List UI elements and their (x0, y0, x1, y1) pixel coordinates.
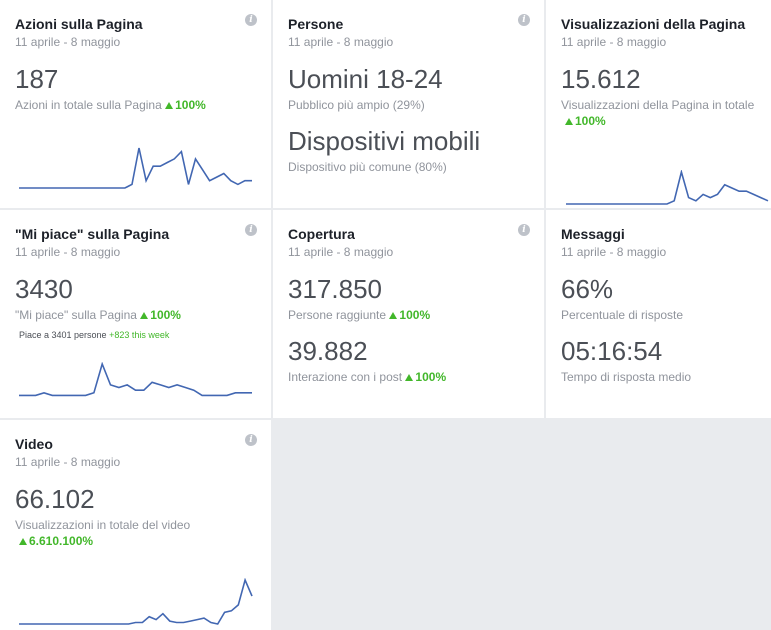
page-views-value: 15.612 (561, 64, 641, 94)
video-views-sparkline (19, 578, 253, 625)
video-views-value: 66.102 (15, 484, 95, 514)
page-likes-sparkline (19, 362, 252, 397)
people-reached-label-text: Persone raggiunte (288, 308, 387, 322)
up-arrow-icon (19, 538, 27, 545)
page-likes-label-text: "Mi piace" sulla Pagina (15, 308, 137, 322)
likes-note: Piace a 3401 persone +823 this week (19, 330, 271, 341)
sparkline-line (19, 362, 252, 397)
card-people[interactable]: Persone 11 aprile - 8 maggio i Uomini 18… (273, 0, 544, 208)
card-page-actions[interactable]: Azioni sulla Pagina 11 aprile - 8 maggio… (0, 0, 271, 208)
card-title[interactable]: Messaggi (561, 226, 625, 242)
video-views-change-value: 6.610.100% (29, 534, 94, 548)
response-time-label: Tempo di risposta medio (561, 370, 692, 384)
page-likes-label: "Mi piace" sulla Pagina 100% (15, 308, 271, 322)
response-rate-label: Percentuale di risposte (561, 308, 684, 322)
card-title[interactable]: "Mi piace" sulla Pagina (15, 226, 170, 242)
page-actions-label-text: Azioni in totale sulla Pagina (15, 98, 162, 112)
page-likes-value: 3430 (15, 274, 73, 304)
page-actions-label: Azioni in totale sulla Pagina 100% (15, 98, 271, 112)
up-arrow-icon (140, 312, 149, 319)
sparkline-line (19, 578, 253, 625)
card-title[interactable]: Persone (288, 16, 344, 32)
up-arrow-icon (389, 312, 398, 319)
info-icon[interactable]: i (518, 224, 530, 236)
post-engagement-label-text: Interazione con i post (288, 370, 403, 384)
response-time-value: 05:16:54 (561, 336, 663, 366)
people-reached-value: 317.850 (288, 274, 382, 304)
page-views-label: Visualizzazioni della Pagina in totale (561, 98, 755, 112)
up-arrow-icon (405, 374, 414, 381)
page-actions-change: 100% (165, 98, 206, 112)
info-icon[interactable]: i (518, 14, 530, 26)
page-actions-sparkline (19, 147, 252, 189)
page-actions-change-value: 100% (175, 98, 206, 112)
card-date-range: 11 aprile - 8 maggio (15, 455, 121, 469)
card-title[interactable]: Copertura (288, 226, 355, 242)
card-date-range: 11 aprile - 8 maggio (561, 35, 667, 49)
page-views-change: 100% (565, 114, 771, 128)
card-messages[interactable]: Messaggi 11 aprile - 8 maggio 66% Percen… (546, 210, 771, 418)
info-icon[interactable]: i (245, 434, 257, 446)
card-date-range: 11 aprile - 8 maggio (15, 245, 121, 259)
card-page-views[interactable]: Visualizzazioni della Pagina 11 aprile -… (546, 0, 771, 208)
video-views-label: Visualizzazioni in totale del video (15, 518, 191, 532)
people-reached-change: 100% (389, 308, 430, 322)
response-rate-value: 66% (561, 274, 614, 304)
largest-audience-value: Uomini 18-24 (288, 64, 443, 94)
info-icon[interactable]: i (245, 14, 257, 26)
people-reached-label: Persone raggiunte 100% (288, 308, 544, 322)
up-arrow-icon (565, 118, 573, 125)
sparkline-line (19, 147, 252, 189)
card-reach[interactable]: Copertura 11 aprile - 8 maggio i 317.850… (273, 210, 544, 418)
card-date-range: 11 aprile - 8 maggio (15, 35, 121, 49)
page-views-sparkline (566, 170, 769, 205)
likes-week-change: +823 this week (109, 330, 170, 340)
video-views-change: 6.610.100% (19, 534, 271, 548)
card-video[interactable]: Video 11 aprile - 8 maggio i 66.102 Visu… (0, 420, 271, 630)
post-engagement-change-value: 100% (415, 370, 447, 384)
common-device-value: Dispositivi mobili (288, 126, 481, 156)
post-engagement-label: Interazione con i post 100% (288, 370, 544, 384)
common-device-label: Dispositivo più comune (80%) (288, 160, 447, 174)
page-views-change-value: 100% (575, 114, 606, 128)
card-title[interactable]: Visualizzazioni della Pagina (561, 16, 746, 32)
page-likes-change-value: 100% (150, 308, 181, 322)
largest-audience-label: Pubblico più ampio (29%) (288, 98, 425, 112)
page-actions-value: 187 (15, 64, 59, 94)
card-title[interactable]: Azioni sulla Pagina (15, 16, 143, 32)
page-likes-change: 100% (140, 308, 181, 322)
card-date-range: 11 aprile - 8 maggio (288, 35, 394, 49)
card-date-range: 11 aprile - 8 maggio (288, 245, 394, 259)
post-engagement-change: 100% (405, 370, 446, 384)
info-icon[interactable]: i (245, 224, 257, 236)
post-engagement-value: 39.882 (288, 336, 368, 366)
card-title[interactable]: Video (15, 436, 53, 452)
card-date-range: 11 aprile - 8 maggio (561, 245, 667, 259)
up-arrow-icon (165, 102, 174, 109)
likes-note-text: Piace a 3401 persone (19, 330, 107, 340)
card-page-likes[interactable]: "Mi piace" sulla Pagina 11 aprile - 8 ma… (0, 210, 271, 418)
sparkline-line (566, 170, 769, 205)
people-reached-change-value: 100% (399, 308, 431, 322)
